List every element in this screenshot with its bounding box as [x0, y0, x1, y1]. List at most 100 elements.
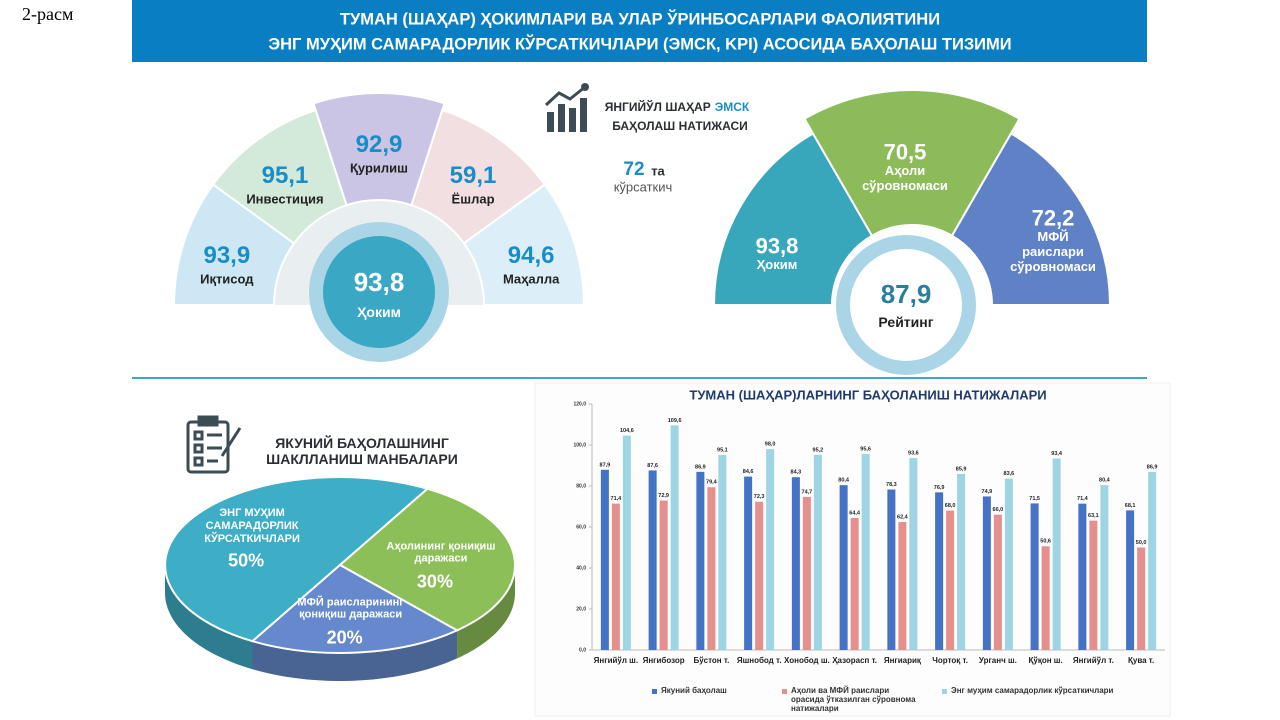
chart-icon: [544, 83, 589, 132]
slice-label: Аҳолининг қониқиш даражаси: [386, 540, 496, 566]
bar: [622, 435, 631, 650]
legend-marker: [942, 689, 947, 694]
bar: [802, 496, 811, 650]
sector-label: МФЙ раислари сўровномаси: [1010, 229, 1096, 274]
value-label: 87,6: [647, 463, 658, 469]
x-tick-label: Ҳазорасп т.: [832, 656, 877, 665]
sector: [803, 89, 1021, 238]
bar: [718, 455, 727, 650]
header-line: ТУМАН (ШАҲАР) ҲОКИМЛАРИ ВА УЛАР ЎРИНБОСА…: [340, 8, 940, 28]
value-label: 83,6: [1004, 471, 1015, 477]
legend-label: Энг муҳим самарадорлик кўрсаткичлари: [951, 686, 1114, 695]
center-circle: [323, 236, 435, 348]
count-unit: та: [651, 163, 665, 179]
bar: [898, 522, 907, 650]
x-tick-label: Чортоқ т.: [932, 656, 968, 665]
bar: [600, 469, 609, 650]
sector-value: 94,6: [507, 241, 555, 269]
value-label: 74,7: [802, 489, 813, 495]
y-tick-label: 120,0: [573, 401, 586, 407]
legend-marker: [652, 689, 657, 694]
bar: [611, 503, 620, 650]
chart-title: ТУМАН (ШАҲАР)ЛАРНИНГ БАҲОЛАНИШ НАТИЖАЛАР…: [689, 387, 1047, 403]
bar: [1089, 520, 1098, 650]
value-label: 78,3: [886, 482, 897, 488]
value-label: 50,0: [1136, 540, 1147, 546]
value-label: 64,4: [849, 510, 861, 516]
pie-side: [252, 630, 458, 681]
clipboard-icon: [186, 415, 242, 474]
sector: [312, 92, 446, 207]
center-circle: [850, 249, 962, 361]
x-tick-label: Хонобод ш.: [784, 656, 830, 665]
bar: [1041, 546, 1050, 650]
sector-value: 93,8: [755, 233, 799, 259]
value-label: 79,4: [706, 480, 718, 486]
slice-label: МФЙ раисларининг қониқиш даражаси: [297, 596, 404, 622]
bar: [813, 454, 822, 650]
bar: [1052, 458, 1061, 650]
x-tick-label: Бўстон т.: [693, 656, 729, 665]
value-label: 66,0: [993, 507, 1004, 513]
sector-value: 59,1: [449, 161, 497, 189]
value-label: 84,3: [791, 470, 802, 476]
bar: [935, 492, 944, 650]
sector-label: Иқтисод: [200, 271, 254, 287]
count: 72: [623, 159, 645, 181]
y-tick-label: 60,0: [576, 524, 586, 530]
value-label: 76,9: [934, 485, 945, 491]
header-band: [132, 0, 1147, 62]
bar: [946, 510, 955, 650]
bar: [707, 487, 716, 650]
bar: [744, 476, 753, 650]
x-tick-label: Қўқон ш.: [1029, 656, 1063, 665]
value-label: 63,1: [1088, 513, 1099, 519]
y-tick-label: 20,0: [576, 606, 586, 612]
sector-label: Инвестиция: [246, 191, 324, 207]
value-label: 84,6: [743, 469, 754, 475]
bar: [659, 500, 668, 650]
x-tick-label: Яшнобод т.: [737, 656, 782, 665]
pie-slice: [164, 476, 430, 643]
value-label: 80,4: [838, 478, 850, 484]
bar: [1004, 478, 1013, 650]
center-label: Рейтинг: [878, 313, 934, 330]
value-label: 86,9: [695, 464, 706, 470]
sector-label: Қурилиш: [349, 160, 409, 176]
bar: [1078, 503, 1087, 650]
y-tick-label: 100,0: [573, 442, 586, 448]
bar: [755, 501, 764, 650]
value-label: 86,9: [1147, 464, 1158, 470]
bar: [982, 496, 991, 650]
bar: [909, 458, 918, 650]
sector-value: 93,9: [203, 241, 251, 269]
value-label: 87,9: [600, 462, 611, 468]
value-label: 98,0: [765, 442, 776, 448]
value-label: 68,0: [945, 503, 956, 509]
value-label: 104,6: [620, 428, 634, 434]
sector: [712, 132, 874, 306]
bar: [839, 485, 848, 650]
pie-side: [165, 565, 253, 670]
sector-value: 92,9: [355, 131, 403, 159]
value-label: 109,6: [668, 418, 682, 424]
legend-label: Якуний баҳолаш: [661, 686, 727, 695]
value-label: 62,4: [897, 515, 909, 521]
value-label: 74,9: [982, 489, 993, 495]
value-label: 93,6: [908, 451, 919, 457]
bar: [670, 425, 679, 650]
y-tick-label: 40,0: [576, 565, 586, 571]
x-tick-label: Қува т.: [1128, 656, 1154, 665]
sector-value: 70,5: [883, 139, 927, 165]
bar: [1126, 510, 1135, 650]
sector-label: Ёшлар: [451, 191, 495, 207]
slice-value: 50%: [228, 551, 265, 572]
sector-value: 72,2: [1031, 205, 1075, 231]
x-tick-label: Янгибозор: [643, 656, 685, 665]
bar: [1137, 547, 1146, 650]
bar: [1030, 503, 1039, 650]
bar: [1148, 471, 1157, 650]
bar: [1100, 485, 1109, 650]
